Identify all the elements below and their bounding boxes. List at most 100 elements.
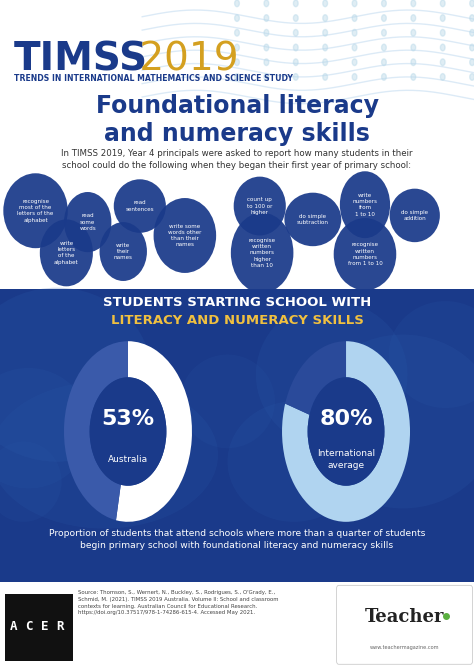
Circle shape — [264, 0, 269, 7]
Text: C: C — [25, 620, 33, 634]
Ellipse shape — [0, 288, 152, 462]
Text: STUDENTS STARTING SCHOOL WITH: STUDENTS STARTING SCHOOL WITH — [103, 296, 371, 308]
Circle shape — [90, 377, 166, 486]
Circle shape — [323, 29, 328, 36]
Text: Australia: Australia — [108, 455, 148, 464]
Wedge shape — [282, 341, 410, 522]
Text: read
some
words: read some words — [79, 213, 96, 231]
FancyBboxPatch shape — [0, 289, 474, 583]
Text: R: R — [56, 620, 64, 634]
Circle shape — [470, 15, 474, 21]
Text: E: E — [41, 620, 48, 634]
Circle shape — [352, 59, 357, 66]
Circle shape — [382, 74, 386, 80]
Ellipse shape — [256, 301, 408, 448]
Wedge shape — [64, 341, 128, 520]
Circle shape — [293, 29, 298, 36]
Circle shape — [293, 0, 298, 7]
Text: A: A — [9, 620, 17, 634]
Wedge shape — [285, 341, 346, 415]
Ellipse shape — [0, 381, 218, 529]
Circle shape — [264, 74, 269, 80]
Ellipse shape — [389, 301, 474, 408]
Circle shape — [352, 44, 357, 51]
Ellipse shape — [340, 171, 390, 238]
Circle shape — [293, 74, 298, 80]
Ellipse shape — [0, 368, 90, 488]
Circle shape — [323, 0, 328, 7]
Text: do simple
addition: do simple addition — [401, 210, 428, 221]
Text: TRENDS IN INTERNATIONAL MATHEMATICS AND SCIENCE STUDY: TRENDS IN INTERNATIONAL MATHEMATICS AND … — [14, 74, 293, 82]
Text: 53%: 53% — [101, 409, 155, 429]
Ellipse shape — [231, 213, 293, 293]
Ellipse shape — [308, 334, 474, 508]
Ellipse shape — [64, 192, 111, 252]
Circle shape — [470, 44, 474, 51]
Text: recognise
written
numbers
higher
than 10: recognise written numbers higher than 10 — [249, 238, 275, 268]
Text: write
letters
of the
alphabet: write letters of the alphabet — [54, 241, 79, 265]
FancyBboxPatch shape — [0, 0, 474, 291]
Text: In TIMSS 2019, Year 4 principals were asked to report how many students in their: In TIMSS 2019, Year 4 principals were as… — [61, 149, 413, 170]
Circle shape — [382, 0, 386, 7]
Wedge shape — [116, 341, 192, 522]
Ellipse shape — [390, 189, 440, 242]
Ellipse shape — [228, 401, 360, 522]
Circle shape — [293, 59, 298, 66]
FancyBboxPatch shape — [5, 594, 73, 661]
Ellipse shape — [3, 173, 68, 248]
Circle shape — [470, 0, 474, 7]
Text: write
numbers
from
1 to 10: write numbers from 1 to 10 — [353, 193, 377, 217]
Circle shape — [382, 15, 386, 21]
Ellipse shape — [154, 198, 216, 273]
Text: Teacher: Teacher — [365, 608, 445, 626]
Circle shape — [411, 44, 416, 51]
Circle shape — [470, 29, 474, 36]
Ellipse shape — [180, 355, 275, 448]
Circle shape — [382, 59, 386, 66]
Circle shape — [352, 29, 357, 36]
Circle shape — [470, 59, 474, 66]
Circle shape — [411, 0, 416, 7]
Text: Proportion of students that attend schools where more than a quarter of students: Proportion of students that attend schoo… — [49, 529, 425, 551]
Circle shape — [440, 15, 445, 21]
Circle shape — [308, 377, 384, 486]
Circle shape — [293, 44, 298, 51]
Circle shape — [352, 15, 357, 21]
Text: recognise
most of the
letters of the
alphabet: recognise most of the letters of the alp… — [18, 199, 54, 223]
Ellipse shape — [40, 219, 93, 286]
Circle shape — [411, 59, 416, 66]
Circle shape — [352, 0, 357, 7]
Circle shape — [411, 29, 416, 36]
Text: write some
words other
than their
names: write some words other than their names — [168, 223, 201, 248]
Circle shape — [440, 0, 445, 7]
Circle shape — [264, 44, 269, 51]
Text: TIMSS: TIMSS — [14, 40, 148, 78]
FancyBboxPatch shape — [0, 174, 474, 291]
Text: Foundational literacy
and numeracy skills: Foundational literacy and numeracy skill… — [95, 94, 379, 147]
Ellipse shape — [284, 193, 341, 246]
Circle shape — [235, 0, 239, 7]
Circle shape — [323, 15, 328, 21]
Circle shape — [440, 29, 445, 36]
Text: International
average: International average — [317, 450, 375, 470]
Circle shape — [440, 74, 445, 80]
Circle shape — [264, 15, 269, 21]
Circle shape — [382, 29, 386, 36]
Text: 80%: 80% — [319, 409, 373, 429]
Circle shape — [470, 74, 474, 80]
Text: LITERACY AND NUMERACY SKILLS: LITERACY AND NUMERACY SKILLS — [110, 314, 364, 327]
Circle shape — [293, 15, 298, 21]
Circle shape — [235, 15, 239, 21]
Text: count up
to 100 or
higher: count up to 100 or higher — [247, 197, 273, 215]
Text: recognise
written
numbers
from 1 to 10: recognise written numbers from 1 to 10 — [347, 242, 383, 266]
Ellipse shape — [100, 222, 147, 281]
Ellipse shape — [334, 218, 396, 290]
FancyBboxPatch shape — [337, 585, 473, 664]
Circle shape — [382, 44, 386, 51]
Circle shape — [411, 15, 416, 21]
Circle shape — [264, 29, 269, 36]
Text: Source: Thomson, S., Wernert, N., Buckley, S., Rodrigues, S., O'Grady, E.,
Schmi: Source: Thomson, S., Wernert, N., Buckle… — [78, 590, 279, 615]
Ellipse shape — [114, 179, 166, 233]
Text: www.teachermagazine.com: www.teachermagazine.com — [370, 645, 439, 650]
Circle shape — [440, 44, 445, 51]
